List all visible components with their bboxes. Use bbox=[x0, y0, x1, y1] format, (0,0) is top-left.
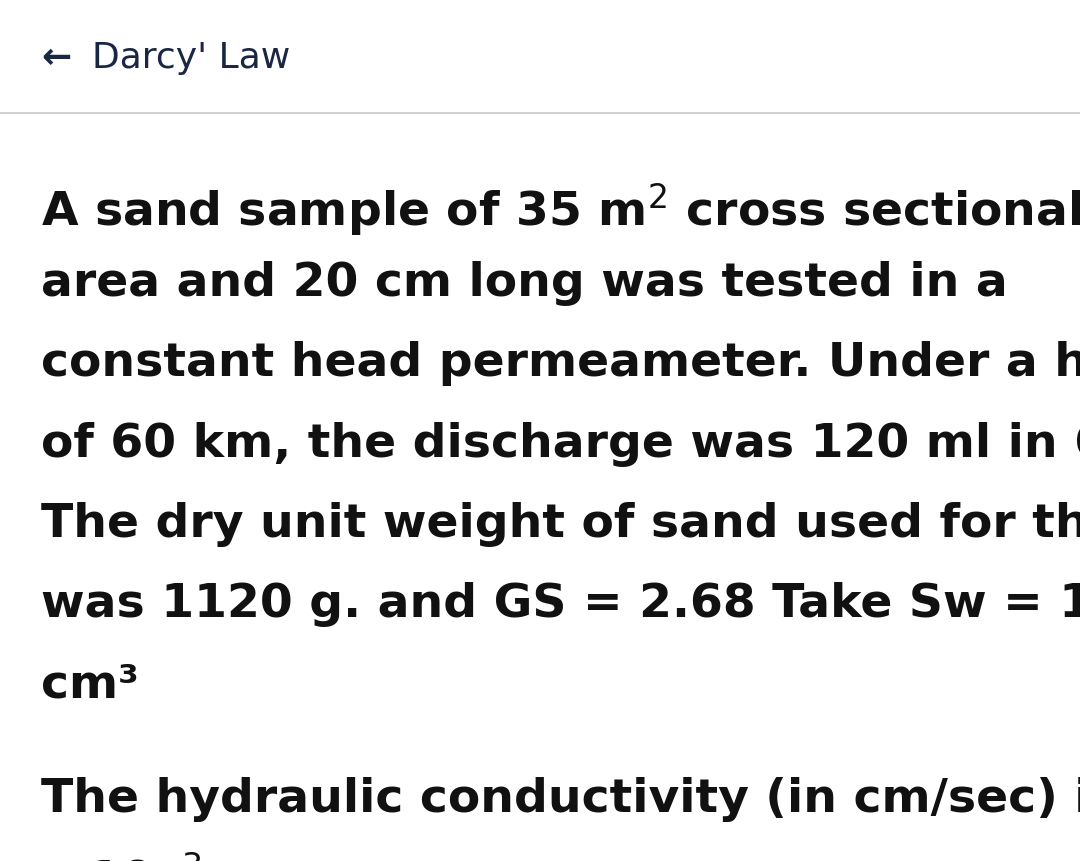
Text: The hydraulic conductivity (in cm/sec) is __: The hydraulic conductivity (in cm/sec) i… bbox=[41, 776, 1080, 821]
Text: Darcy' Law: Darcy' Law bbox=[92, 41, 291, 75]
Text: cm³: cm³ bbox=[41, 661, 139, 706]
Text: A sand sample of 35 m$^{2}$ cross sectional: A sand sample of 35 m$^{2}$ cross sectio… bbox=[41, 181, 1080, 238]
Text: area and 20 cm long was tested in a: area and 20 cm long was tested in a bbox=[41, 261, 1008, 306]
Text: of 60 km, the discharge was 120 ml in 6 min.: of 60 km, the discharge was 120 ml in 6 … bbox=[41, 421, 1080, 466]
Text: ←: ← bbox=[41, 41, 71, 75]
Text: constant head permeameter. Under a head: constant head permeameter. Under a head bbox=[41, 341, 1080, 386]
Text: The dry unit weight of sand used for the test: The dry unit weight of sand used for the… bbox=[41, 501, 1080, 546]
Text: x 10$^{-3}$.: x 10$^{-3}$. bbox=[41, 856, 219, 861]
Text: was 1120 g. and GS = 2.68 Take Sw = 1 g/: was 1120 g. and GS = 2.68 Take Sw = 1 g/ bbox=[41, 581, 1080, 626]
